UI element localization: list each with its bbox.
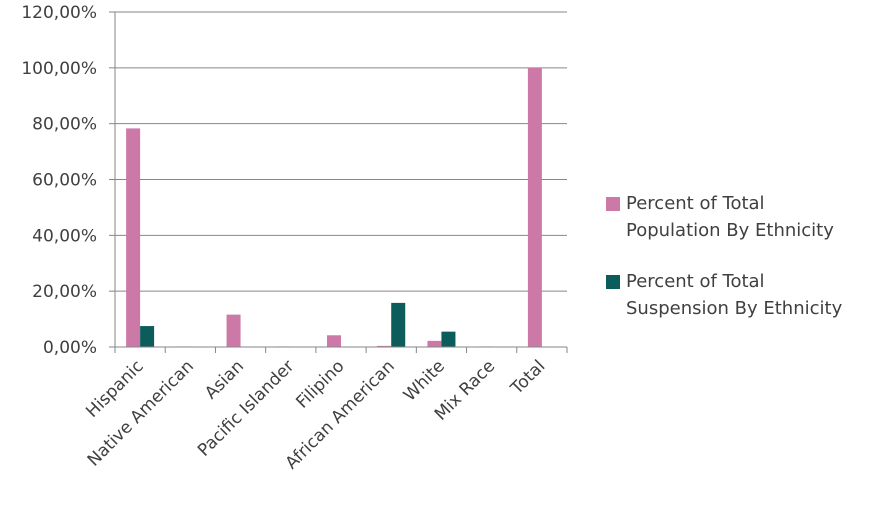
legend-label-suspension-line1: Percent of Total: [626, 271, 765, 292]
bar-population: [377, 345, 392, 347]
y-tick-label: 120,00%: [21, 3, 97, 23]
bar-population: [126, 128, 141, 347]
bar-suspension: [441, 331, 456, 347]
legend-item-suspension: Percent of Total Suspension By Ethnicity: [604, 268, 872, 322]
y-tick-label: 0,00%: [43, 338, 97, 358]
bar-population: [327, 335, 341, 347]
bar-population: [427, 340, 442, 347]
legend-label-population-line2: Population By Ethnicity: [626, 220, 834, 241]
legend-label-suspension-line2: Suspension By Ethnicity: [626, 298, 843, 319]
legend-swatch-population: [606, 197, 620, 211]
bar-population: [226, 314, 241, 347]
legend: Percent of Total Population By Ethnicity…: [604, 190, 872, 346]
bar-suspension: [140, 326, 155, 347]
y-tick-label: 100,00%: [21, 59, 97, 79]
y-tick-label: 60,00%: [32, 171, 97, 191]
legend-swatch-suspension: [606, 275, 620, 289]
bar-population: [527, 67, 542, 347]
y-tick-label: 20,00%: [32, 282, 97, 302]
x-tick-label: Total: [507, 356, 550, 399]
y-tick-label: 40,00%: [32, 226, 97, 246]
y-tick-label: 80,00%: [32, 115, 97, 135]
x-tick-label: White: [400, 356, 449, 405]
legend-item-population: Percent of Total Population By Ethnicity: [604, 190, 872, 244]
bar-suspension: [391, 302, 406, 347]
legend-label-population-line1: Percent of Total: [626, 193, 765, 214]
x-tick-label: Asian: [201, 356, 248, 403]
